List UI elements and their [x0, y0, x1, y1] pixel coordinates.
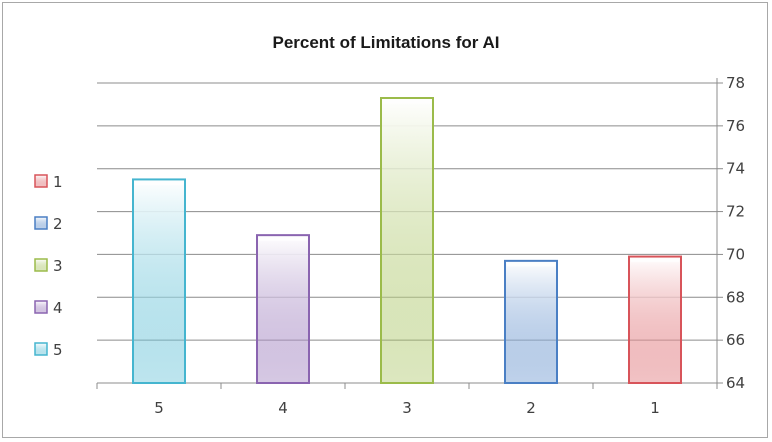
- x-tick-label: 5: [154, 399, 164, 417]
- bar-2: [504, 259, 558, 385]
- y-tick-label: 70: [726, 245, 745, 263]
- legend-swatch-5: [34, 342, 48, 356]
- bar-3: [380, 97, 434, 384]
- legend-label: 2: [53, 215, 63, 233]
- legend-label: 5: [53, 341, 63, 359]
- legend-label: 4: [53, 299, 63, 317]
- x-tick-label: 1: [650, 399, 660, 417]
- x-tick-label: 4: [278, 399, 288, 417]
- y-tick-label: 64: [726, 374, 745, 392]
- y-tick-label: 78: [726, 74, 745, 92]
- bar-4: [256, 234, 310, 384]
- legend-label: 1: [53, 173, 63, 191]
- axes: 64 66 68 70 72 74 76 78 5 4 3 2 1: [96, 74, 745, 417]
- legend-swatch-2: [34, 216, 48, 230]
- y-tick-label: 68: [726, 288, 745, 306]
- legend: 1 2 3 4 5: [34, 173, 63, 359]
- y-tick-label: 72: [726, 203, 745, 221]
- legend-swatch-3: [34, 258, 48, 272]
- y-tick-label: 74: [726, 160, 745, 178]
- x-tick-label: 3: [402, 399, 412, 417]
- legend-swatch-1: [34, 174, 48, 188]
- legend-swatch-4: [34, 300, 48, 314]
- x-tick-label: 2: [526, 399, 536, 417]
- bar-1: [628, 255, 682, 385]
- bar-5: [132, 178, 186, 384]
- y-tick-label: 66: [726, 331, 745, 349]
- bars: [132, 97, 682, 385]
- chart-title: Percent of Limitations for AI: [272, 33, 500, 52]
- y-tick-label: 76: [726, 117, 745, 135]
- legend-label: 3: [53, 257, 63, 275]
